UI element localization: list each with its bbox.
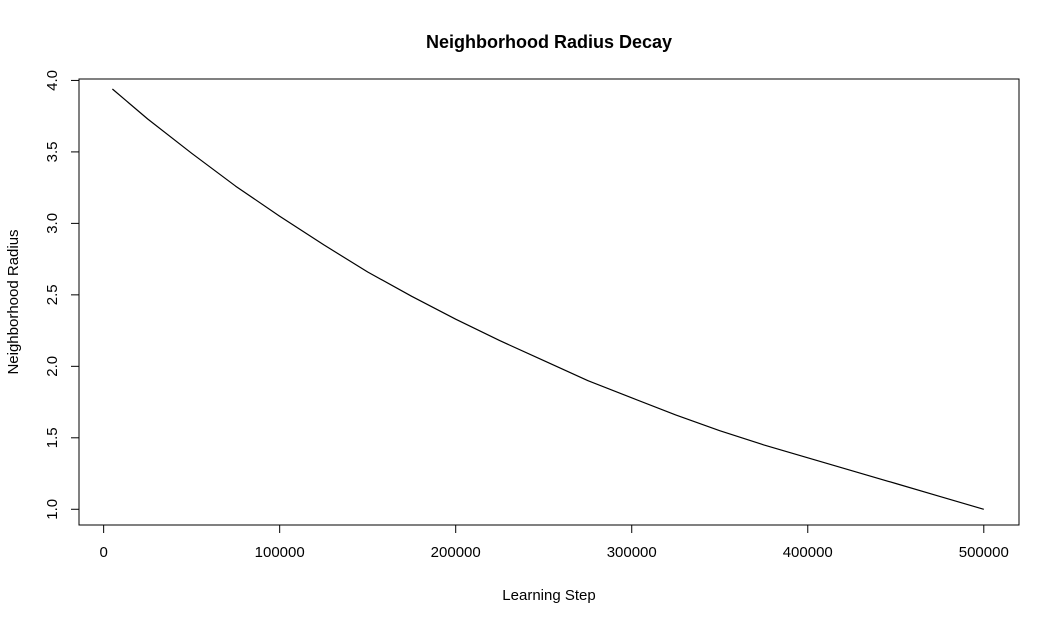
y-tick-label: 2.0: [44, 356, 61, 377]
y-axis-label: Neighborhood Radius: [5, 229, 22, 374]
series-line-radius: [112, 88, 984, 510]
x-tick-label: 500000: [959, 544, 1009, 561]
x-tick-label: 0: [99, 544, 107, 561]
x-axis-label: Learning Step: [502, 587, 595, 604]
y-tick-label: 4.0: [44, 70, 61, 91]
x-axis: 0 100000 200000 300000 400000 500000: [99, 524, 1009, 561]
y-axis: 1.0 1.5 2.0 2.5 3.0 3.5 4.0: [44, 70, 80, 520]
y-tick-label: 3.0: [44, 213, 61, 234]
y-tick-label: 2.5: [44, 284, 61, 305]
y-tick-label: 1.5: [44, 427, 61, 448]
y-tick-label: 1.0: [44, 499, 61, 520]
x-tick-label: 200000: [431, 544, 481, 561]
x-tick-label: 100000: [255, 544, 305, 561]
y-tick-label: 3.5: [44, 141, 61, 162]
x-tick-label: 300000: [607, 544, 657, 561]
series-layer: [112, 88, 984, 510]
plot-frame: [78, 78, 1020, 526]
x-tick-label: 400000: [783, 544, 833, 561]
chart-title: Neighborhood Radius Decay: [426, 32, 672, 52]
